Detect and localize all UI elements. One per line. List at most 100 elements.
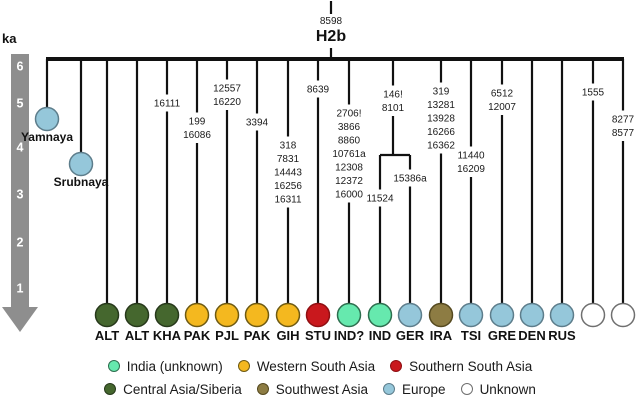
sample-code-label: RUS bbox=[548, 328, 576, 343]
sample-circle-ind bbox=[367, 302, 393, 328]
mutation-label: 11524 bbox=[366, 194, 394, 205]
time-axis-tick: 1 bbox=[17, 282, 24, 296]
legend-label: India (unknown) bbox=[126, 358, 223, 374]
time-axis-tick: 3 bbox=[17, 188, 24, 202]
sample-circle-ger bbox=[397, 302, 423, 328]
legend-dot-icon bbox=[237, 360, 250, 372]
legend-label: Unknown bbox=[479, 381, 536, 397]
mutation-label: 199 bbox=[189, 117, 206, 128]
sample-circle-gih bbox=[275, 302, 301, 328]
sample-circle-pak bbox=[244, 302, 270, 328]
sample-circle-rus bbox=[549, 302, 575, 328]
time-axis-tick: 2 bbox=[17, 236, 24, 250]
sample-code-label: PAK bbox=[244, 328, 271, 343]
legend-item-southwest-asia: Southwest Asia bbox=[256, 382, 368, 397]
legend-item-western-south-asia: Western South Asia bbox=[237, 358, 376, 374]
mutation-label: 10761a bbox=[332, 149, 366, 160]
sample-code-label: IRA bbox=[430, 328, 453, 343]
legend-dot-icon bbox=[460, 383, 473, 395]
root-mutation-label: 8598 bbox=[319, 16, 343, 27]
sample-circle-unknown-16 bbox=[580, 302, 606, 328]
legend-label: Western South Asia bbox=[256, 358, 376, 374]
mutation-label: 7831 bbox=[277, 154, 300, 165]
mutation-label: 3866 bbox=[338, 122, 361, 133]
mutation-label: 16000 bbox=[335, 190, 363, 201]
sample-code-label: GRE bbox=[488, 328, 517, 343]
legend-item-india-unknown: India (unknown) bbox=[107, 358, 223, 374]
legend-label: Europe bbox=[402, 381, 446, 397]
time-axis-shaft bbox=[11, 54, 29, 308]
mutation-label: 16209 bbox=[457, 164, 485, 175]
mutation-label: 319 bbox=[433, 87, 450, 98]
sample-code-label: STU bbox=[305, 328, 331, 343]
sample-circle-pjl bbox=[214, 302, 240, 328]
haplogroup-title: H2b bbox=[315, 28, 347, 45]
sample-circle-tsi bbox=[458, 302, 484, 328]
mutation-label: 8277 bbox=[612, 115, 635, 126]
sample-code-label: DEN bbox=[518, 328, 545, 343]
sample-code-label: PAK bbox=[184, 328, 211, 343]
mutation-label: 8639 bbox=[307, 85, 330, 96]
mutation-label: 11440 bbox=[457, 151, 485, 162]
legend: India (unknown) Western South Asia Souther… bbox=[0, 356, 640, 399]
sample-circle-unknown-17 bbox=[610, 302, 636, 328]
time-axis-arrowhead bbox=[2, 307, 38, 332]
sample-circle-stu bbox=[305, 302, 331, 328]
mutation-label: 16266 bbox=[427, 127, 455, 138]
sample-code-label: KHA bbox=[153, 328, 182, 343]
legend-dot-icon bbox=[107, 360, 120, 372]
sample-code-label: ALT bbox=[95, 328, 119, 343]
mutation-label: 318 bbox=[280, 141, 297, 152]
mutation-label: 2706! bbox=[336, 109, 361, 120]
sample-circle-alt bbox=[124, 302, 150, 328]
mutation-label: 16086 bbox=[183, 130, 211, 141]
sample-code-label: GER bbox=[396, 328, 425, 343]
sample-circle-den bbox=[519, 302, 545, 328]
sample-circle-pak bbox=[184, 302, 210, 328]
sample-circle-alt bbox=[94, 302, 120, 328]
legend-item-central-asia-siberia: Central Asia/Siberia bbox=[104, 382, 242, 397]
legend-dot-icon bbox=[104, 383, 117, 395]
mutation-label: 13928 bbox=[427, 114, 455, 125]
mutation-label: 16311 bbox=[274, 195, 302, 206]
mutation-label: 8860 bbox=[338, 136, 361, 147]
time-axis-tick: 6 bbox=[17, 60, 24, 74]
fork-mutation-label: 146! bbox=[383, 90, 402, 101]
ancient-sample-circle-yamnaya bbox=[34, 106, 60, 132]
sample-code-label: ALT bbox=[125, 328, 149, 343]
mutation-label: 1555 bbox=[582, 88, 605, 99]
sample-circle-ira bbox=[428, 302, 454, 328]
sample-code-label: IND bbox=[369, 328, 391, 343]
mutation-label: 12372 bbox=[335, 176, 363, 187]
ancient-sample-circle-srubnaya bbox=[68, 151, 94, 177]
mutation-label: 12007 bbox=[488, 102, 516, 113]
legend-item-europe: Europe bbox=[383, 382, 446, 397]
legend-label: Southern South Asia bbox=[409, 358, 533, 374]
sample-code-label: GIH bbox=[276, 328, 299, 343]
mutation-label: 3394 bbox=[246, 118, 269, 129]
mutation-label: 6512 bbox=[491, 89, 514, 100]
mutation-label: 8577 bbox=[612, 128, 635, 139]
mutation-label: 15386a bbox=[393, 174, 427, 185]
mutation-label: 12308 bbox=[335, 163, 363, 174]
sample-code-label: IND? bbox=[334, 328, 364, 343]
sample-circle-ind bbox=[336, 302, 362, 328]
legend-dot-icon bbox=[383, 383, 396, 395]
sample-code-label: PJL bbox=[215, 328, 239, 343]
time-axis-tick: 4 bbox=[17, 141, 24, 155]
legend-dot-icon bbox=[390, 360, 403, 372]
sample-circle-kha bbox=[154, 302, 180, 328]
mutation-label: 16256 bbox=[274, 181, 302, 192]
time-axis-tick: 5 bbox=[17, 97, 24, 111]
time-axis-unit-label: ka bbox=[2, 31, 17, 46]
sample-code-label: TSI bbox=[461, 328, 481, 343]
legend-row-1: India (unknown) Western South Asia Souther… bbox=[107, 356, 533, 376]
mutation-label: 12557 bbox=[213, 84, 241, 95]
sample-circle-gre bbox=[489, 302, 515, 328]
legend-label: Central Asia/Siberia bbox=[123, 381, 242, 397]
fork-mutation-label: 8101 bbox=[382, 103, 405, 114]
mutation-label: 16220 bbox=[213, 97, 241, 108]
mutation-label: 13281 bbox=[427, 100, 455, 111]
